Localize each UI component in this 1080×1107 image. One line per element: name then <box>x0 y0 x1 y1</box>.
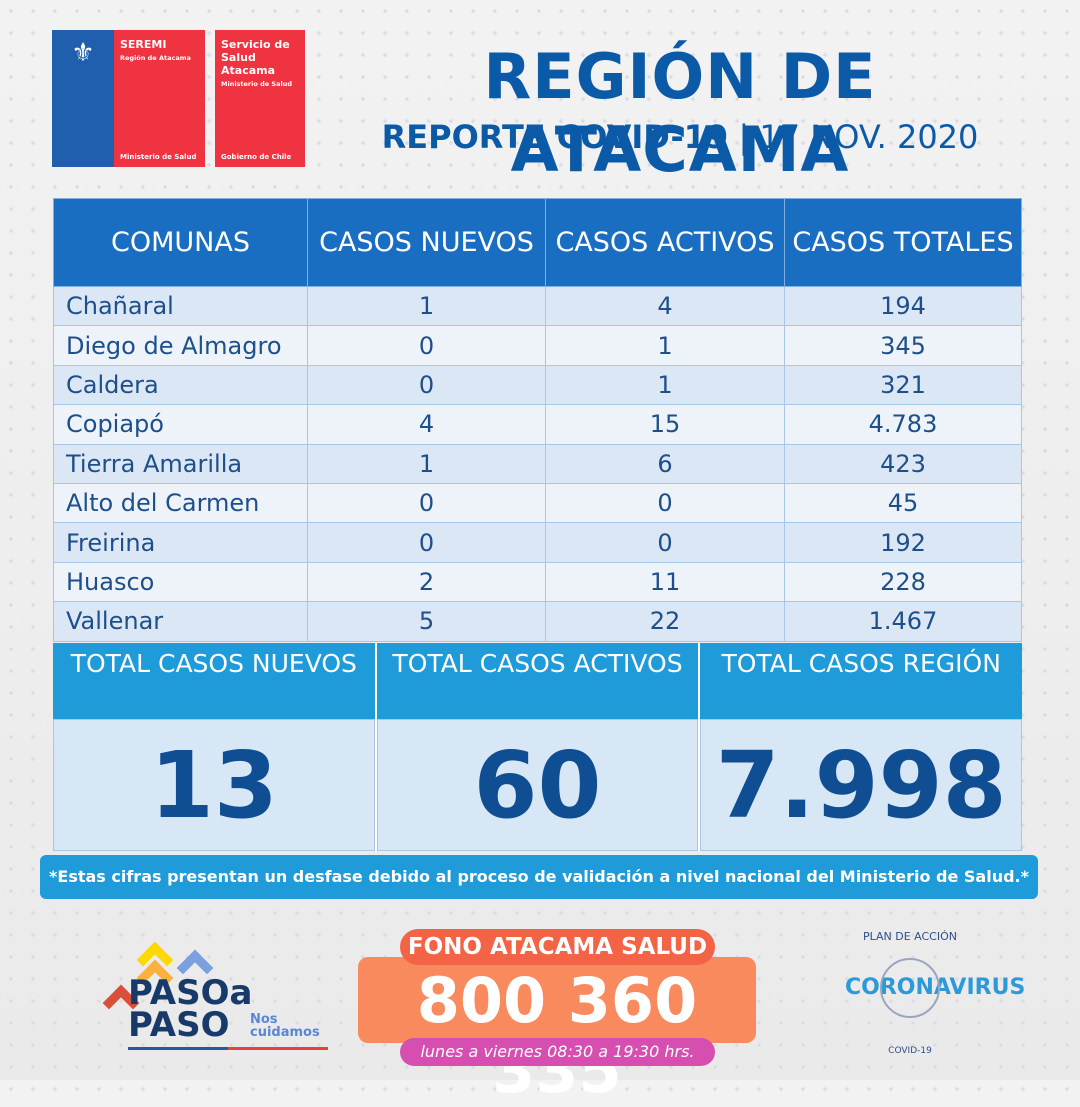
nos-label: Nos <box>250 1012 278 1027</box>
table-cell: 1.467 <box>784 601 1022 642</box>
servicio-logo: Servicio de Salud Atacama Ministerio de … <box>215 30 305 167</box>
gobierno-label: Gobierno de Chile <box>221 153 292 161</box>
seremi-label: SEREMI <box>120 38 167 51</box>
table-row: Vallenar 5 22 1.467 <box>53 601 1022 642</box>
comuna-name: Huasco <box>53 561 308 603</box>
table-cell: 4 <box>545 285 785 327</box>
column-header: CASOS TOTALES <box>784 198 1022 287</box>
totals-section: TOTAL CASOS NUEVOS 13 TOTAL CASOS ACTIVOS… <box>53 643 1023 851</box>
table-cell: 15 <box>545 404 785 445</box>
table-row: Caldera 0 1 321 <box>53 364 1022 406</box>
report-date: 17 NOV. 2020 <box>759 118 979 156</box>
covid-label: COVID-19 <box>888 1046 932 1056</box>
table-row: Freirina 0 0 192 <box>53 522 1022 563</box>
table-row: Chañaral 1 4 194 <box>53 285 1022 327</box>
disclaimer-note: *Estas cifras presentan un desfase debid… <box>40 855 1038 899</box>
table-cell: 345 <box>784 325 1022 366</box>
table-row: Copiapó 4 15 4.783 <box>53 404 1022 445</box>
phone-label: FONO ATACAMA SALUD <box>400 929 715 965</box>
comuna-name: Copiapó <box>53 404 308 445</box>
column-header: COMUNAS <box>53 198 308 287</box>
seremi-logo: ⚜ SEREMI Región de Atacama Ministerio de… <box>52 30 306 167</box>
table-row: Huasco 2 11 228 <box>53 561 1022 603</box>
table-row: Alto del Carmen 0 0 45 <box>53 482 1022 524</box>
comuna-name: Freirina <box>53 522 308 563</box>
hours-label: lunes a viernes 08:30 a 19:30 hrs. <box>400 1038 715 1066</box>
total-label: TOTAL CASOS NUEVOS <box>53 643 375 719</box>
table-cell: 11 <box>545 561 785 603</box>
virus-icon <box>880 958 940 1018</box>
table-row: Tierra Amarilla 1 6 423 <box>53 443 1022 484</box>
table-cell: 1 <box>545 364 785 406</box>
total-value: 7.998 <box>700 719 1023 851</box>
table-cell: 1 <box>545 325 785 366</box>
seremi-region: Región de Atacama <box>120 54 191 62</box>
paso-line1: PASOa <box>128 973 253 1013</box>
report-label: REPORTE COVID-19 <box>381 118 729 156</box>
comuna-name: Alto del Carmen <box>53 482 308 524</box>
phone-number: 800 360 335 <box>416 964 698 1107</box>
table-cell: 0 <box>307 325 546 366</box>
plan-label: PLAN DE ACCIÓN <box>862 930 957 943</box>
table-cell: 6 <box>545 443 785 484</box>
comuna-name: Tierra Amarilla <box>53 443 308 484</box>
seremi-ministry: Ministerio de Salud <box>120 153 197 161</box>
table-cell: 228 <box>784 561 1022 603</box>
comuna-name: Caldera <box>53 364 308 406</box>
total-label: TOTAL CASOS ACTIVOS <box>376 643 699 719</box>
table-cell: 4.783 <box>784 404 1022 445</box>
table-row: Diego de Almagro 0 1 345 <box>53 325 1022 366</box>
comuna-name: Diego de Almagro <box>53 325 308 366</box>
paso-a-paso-logo: PASOa PASO Nos cuidamos <box>100 935 330 1055</box>
table-cell: 2 <box>307 561 546 603</box>
plan-coronavirus-logo: PLAN DE ACCIÓN CORONAVIRUS COVID-19 <box>845 930 1025 1060</box>
coat-of-arms-icon: ⚜ <box>52 30 114 167</box>
table-cell: 22 <box>545 601 785 642</box>
table-cell: 1 <box>307 285 546 327</box>
phone-panel <box>358 957 756 1043</box>
paso-line2: PASO <box>128 1005 230 1045</box>
table-cell: 321 <box>784 364 1022 406</box>
table-cell: 423 <box>784 443 1022 484</box>
separator: | <box>738 118 750 156</box>
table-cell: 0 <box>307 522 546 563</box>
cuidamos-label: cuidamos <box>250 1025 320 1040</box>
page-title: REGIÓN DE ATACAMA <box>483 40 877 186</box>
table-cell: 1 <box>307 443 546 484</box>
table-cell: 0 <box>307 364 546 406</box>
column-header: CASOS ACTIVOS <box>545 198 785 287</box>
total-label: TOTAL CASOS REGIÓN <box>700 643 1023 719</box>
logo-underline <box>128 1047 328 1050</box>
table-cell: 0 <box>545 522 785 563</box>
total-value: 13 <box>53 719 375 851</box>
report-subtitle: REPORTE COVID-19 | 17 NOV. 2020 <box>330 118 1030 156</box>
servicio-label: Servicio de Salud Atacama <box>221 38 290 77</box>
cases-table: COMUNAS CASOS NUEVOS CASOS ACTIVOS CASOS… <box>53 198 1022 642</box>
comuna-name: Vallenar <box>53 601 308 642</box>
table-cell: 45 <box>784 482 1022 524</box>
table-cell: 5 <box>307 601 546 642</box>
table-cell: 0 <box>545 482 785 524</box>
table-cell: 0 <box>307 482 546 524</box>
total-value: 60 <box>376 719 699 851</box>
table-cell: 4 <box>307 404 546 445</box>
column-header: CASOS NUEVOS <box>307 198 546 287</box>
servicio-ministry: Ministerio de Salud <box>221 80 292 88</box>
table-cell: 194 <box>784 285 1022 327</box>
comuna-name: Chañaral <box>53 285 308 327</box>
table-cell: 192 <box>784 522 1022 563</box>
